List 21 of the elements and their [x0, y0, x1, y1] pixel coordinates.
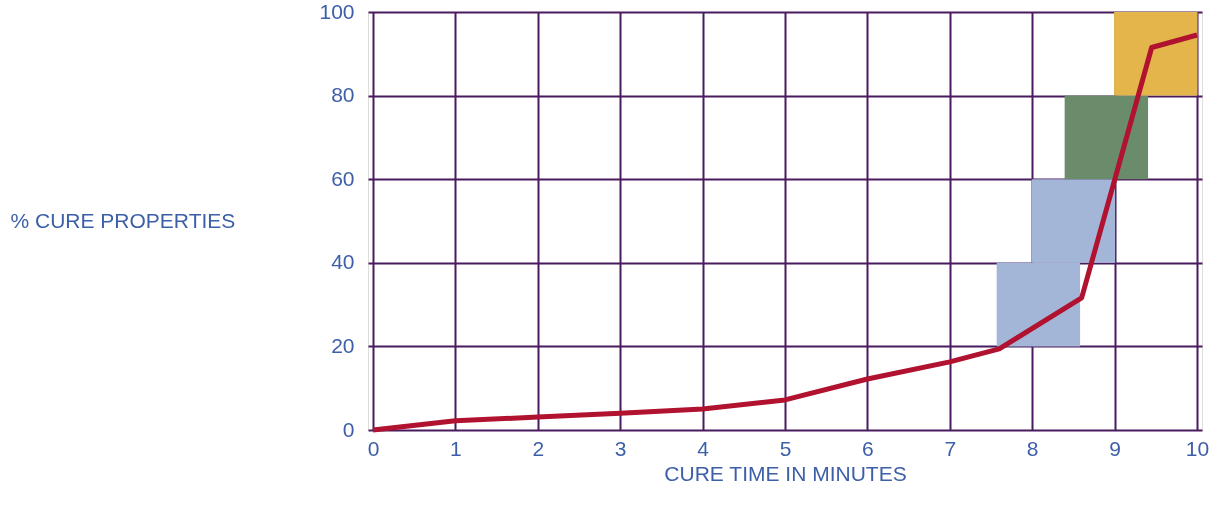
- y-tick-label: 80: [331, 83, 355, 107]
- x-tick-label: 6: [862, 436, 874, 460]
- y-tick-label: 40: [331, 250, 355, 274]
- x-tick-label: 3: [614, 436, 627, 460]
- x-tick-label: 5: [779, 436, 792, 460]
- x-tick-label: 7: [944, 436, 957, 460]
- bar: [1064, 95, 1149, 180]
- x-tick-label: 8: [1026, 436, 1039, 460]
- x-tick-label: 0: [367, 436, 380, 460]
- x-tick-label: 2: [532, 436, 545, 460]
- bar: [1114, 12, 1198, 96]
- y-tick-label: 60: [331, 166, 355, 190]
- x-tick-label: 1: [450, 436, 462, 460]
- y-axis-title: % CURE PROPERTIES: [10, 208, 236, 232]
- y-tick-label: 20: [331, 333, 355, 357]
- x-axis-title: CURE TIME IN MINUTES: [664, 461, 907, 485]
- x-tick-label: 4: [697, 436, 710, 460]
- y-tick-label: 0: [342, 417, 355, 441]
- x-tick-label: 10: [1185, 436, 1210, 460]
- x-tick-label: 9: [1109, 436, 1121, 460]
- y-tick-label: 100: [319, 0, 355, 23]
